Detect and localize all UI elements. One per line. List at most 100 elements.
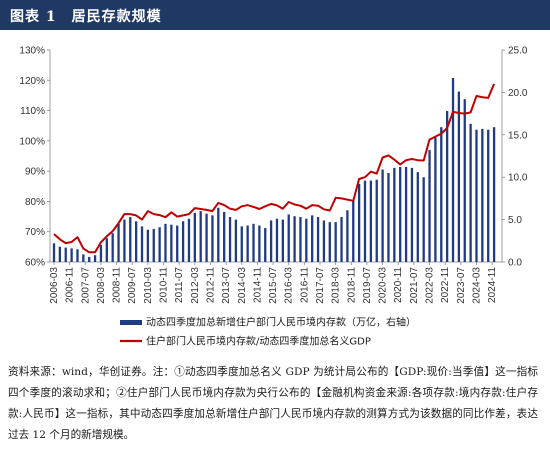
bar: [293, 216, 296, 262]
x-tick-label: 2008-03: [96, 267, 107, 304]
bar: [64, 247, 67, 262]
bar: [375, 179, 378, 262]
bar: [88, 256, 91, 262]
x-tick-label: 2006-03: [49, 267, 60, 304]
bar: [269, 220, 273, 262]
x-tick-label: 2013-07: [221, 267, 232, 304]
x-tick-label: 2008-11: [112, 267, 123, 303]
bar: [487, 129, 490, 262]
bar: [187, 218, 191, 262]
bar: [152, 228, 155, 262]
x-tick-label: 2016-03: [284, 267, 295, 304]
header-bar: 图表 1 居民存款规模: [0, 0, 550, 30]
bar: [357, 183, 361, 262]
x-tick-label: 2022-03: [425, 267, 436, 304]
bar: [217, 207, 220, 262]
deposit-chart: 60% 70% 80% 90% 100% 110% 120% 130% 0.0 5.0 10.0 15…: [19, 46, 527, 348]
bar: [404, 167, 408, 262]
bar: [416, 172, 419, 262]
bar: [205, 213, 208, 262]
bar: [146, 229, 150, 262]
line-path: [53, 83, 496, 254]
x-tick-label: 2009-07: [127, 267, 138, 304]
bar: [176, 225, 179, 262]
bar: [410, 167, 414, 262]
page-title: 图表 1 居民存款规模: [10, 9, 162, 25]
left-tick-label: 90%: [25, 167, 45, 178]
bar: [422, 177, 425, 262]
bar: [363, 180, 367, 262]
bar: [428, 150, 431, 262]
bar: [393, 167, 396, 262]
bar: [352, 200, 355, 262]
bar: [281, 219, 284, 262]
x-tick-label: 2010-03: [143, 267, 154, 304]
bar: [228, 217, 232, 262]
bar: [58, 246, 62, 262]
bar: [140, 226, 144, 262]
bar: [287, 214, 290, 262]
bar: [346, 210, 349, 262]
x-tick-label: 2023-07: [456, 267, 467, 304]
left-tick-label: 70%: [25, 227, 45, 238]
x-tick-label: 2017-07: [315, 267, 326, 304]
bar: [252, 223, 255, 262]
legend-swatch-bars: [120, 320, 142, 325]
bar: [199, 211, 202, 262]
bar: [316, 217, 320, 262]
bar: [129, 217, 132, 262]
bar: [181, 221, 185, 262]
x-tick-label: 2006-11: [65, 267, 76, 303]
bar: [440, 127, 443, 262]
x-tick-label: 2016-11: [299, 267, 310, 303]
x-tick-label: 2024-11: [487, 267, 498, 303]
right-tick-label: 20.0: [508, 88, 528, 99]
bar: [76, 249, 79, 262]
left-tick-label: 100%: [19, 136, 45, 147]
chart-axes: 60% 70% 80% 90% 100% 110% 120% 130% 0.0 5.0 10.0 15…: [19, 46, 527, 304]
bar: [134, 221, 138, 262]
legend-label-line: 住户部门人民币境内存款/动态四季度加总名义GDP: [146, 335, 371, 348]
left-tick-label: 80%: [25, 197, 45, 208]
bar-series: [52, 77, 496, 263]
left-tick-label: 110%: [20, 106, 45, 117]
bar: [275, 218, 279, 262]
bar: [211, 215, 214, 262]
right-tick-label: 25.0: [508, 46, 528, 57]
x-tick-label: 2015-07: [268, 267, 279, 304]
bar: [193, 212, 196, 262]
source-note: 资料来源：wind，华创证券。注：①动态四季度加总名义 GDP 为统计局公布的【…: [8, 366, 538, 441]
legend-label-bars: 动态四季度加总新增住户部门人民币境内存款（万亿，右轴）: [146, 316, 416, 329]
bar: [340, 217, 343, 262]
bar: [305, 218, 308, 262]
bar: [93, 255, 97, 262]
bar: [387, 172, 390, 262]
bar: [234, 219, 238, 262]
bar: [481, 128, 484, 262]
bar: [170, 224, 173, 262]
bar: [463, 99, 466, 263]
x-tick-label: 2012-11: [205, 267, 216, 303]
bar: [369, 180, 373, 262]
bar: [264, 228, 267, 262]
left-tick-label: 60%: [25, 258, 45, 269]
x-tick-label: 2021-07: [409, 267, 420, 304]
x-tick-label: 2012-03: [190, 267, 201, 304]
x-tick-label: 2014-11: [252, 267, 263, 303]
x-tick-label: 2018-11: [346, 267, 357, 303]
bar: [492, 127, 496, 262]
bar: [381, 169, 384, 262]
bar: [399, 167, 402, 262]
x-tick-label: 2019-07: [362, 267, 373, 304]
x-tick-label: 2018-03: [331, 267, 342, 304]
left-tick-label: 130%: [19, 46, 45, 57]
bar: [70, 248, 73, 262]
bar: [434, 137, 437, 262]
bar: [164, 223, 167, 262]
bar: [117, 223, 120, 262]
bar: [223, 211, 226, 262]
bar: [451, 77, 455, 262]
x-tick-label: 2011-07: [174, 267, 185, 303]
bar: [328, 222, 331, 262]
bar: [158, 227, 161, 262]
